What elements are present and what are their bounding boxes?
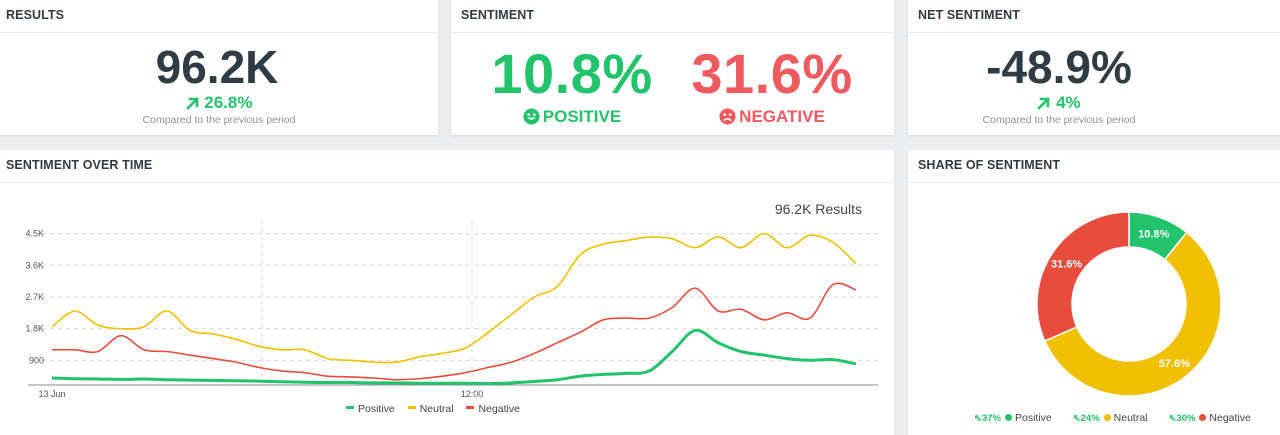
positive-label-row: POSITIVE — [487, 108, 657, 125]
x-tick-label: 12:00 — [461, 389, 484, 399]
sentiment-over-time-title: SENTIMENT OVER TIME — [0, 150, 894, 183]
negative-label-row: NEGATIVE — [687, 108, 857, 125]
net-sentiment-value: -48.9% — [986, 41, 1132, 93]
legend-neutral[interactable]: Neutral — [407, 403, 454, 415]
arrow-up-right-icon — [185, 96, 200, 113]
arrow-up-right-icon — [1037, 96, 1051, 113]
donut-legend-positive-change: 37% — [981, 413, 1001, 424]
results-change: 26.8% — [0, 94, 438, 113]
donut-legend-negative-change: 30% — [1176, 413, 1196, 424]
sentiment-card: SENTIMENT 10.8% POSITIVE 31.6% NEGATIVE — [451, 0, 894, 135]
legend-negative-label: Negative — [478, 403, 520, 415]
arrow-up-left-icon: ⇖ — [1072, 413, 1081, 424]
positive-value: 10.8% — [491, 42, 653, 105]
donut-slice-label: 31.6% — [1051, 258, 1082, 270]
positive-label: POSITIVE — [542, 107, 622, 126]
donut-slice-label: 57.6% — [1159, 358, 1190, 370]
net-sentiment-title: NET SENTIMENT — [908, 0, 1280, 33]
donut-legend: ⇖37% Positive ⇖24% Neutral ⇖30% Negative — [974, 412, 1269, 424]
donut-legend-negative[interactable]: ⇖30% Negative — [1168, 412, 1250, 424]
legend-positive-label: Positive — [358, 403, 395, 415]
line-chart-legend: Positive Neutral Negative — [346, 403, 530, 415]
y-tick-label: 2.7K — [25, 292, 44, 302]
sentiment-donut-chart[interactable]: 10.8% 57.6% 31.6% — [908, 183, 1280, 435]
smile-icon — [523, 107, 543, 126]
positive-block: 10.8% POSITIVE — [487, 42, 657, 126]
total-results-label: 96.2K Results — [774, 201, 862, 217]
x-tick-label: 13 Jun — [38, 389, 65, 399]
donut-slice-neutral[interactable] — [1043, 231, 1222, 397]
donut-legend-neutral[interactable]: ⇖24% Neutral — [1073, 412, 1148, 424]
legend-positive[interactable]: Positive — [346, 403, 395, 415]
results-card: RESULTS 96.2K 26.8% Compared to the prev… — [0, 0, 438, 135]
series-line-positive[interactable] — [51, 328, 857, 386]
legend-neutral-label: Neutral — [419, 403, 454, 415]
y-tick-label: 1.8K — [25, 324, 44, 334]
donut-slice-negative[interactable] — [1036, 211, 1130, 343]
results-value: 96.2K — [155, 41, 279, 93]
arrow-up-left-icon: ⇖ — [974, 413, 982, 424]
share-of-sentiment-card: SHARE OF SENTIMENT 10.8% 57.6% 31.6% ⇖37% P… — [908, 150, 1280, 435]
y-tick-label: 3.6K — [25, 260, 44, 270]
results-change-value: 26.8% — [204, 93, 253, 112]
donut-legend-positive-label: Positive — [1014, 412, 1052, 424]
net-sentiment-change-value: 4% — [1056, 93, 1081, 112]
net-sentiment-compare: Compared to the previous period — [982, 114, 1136, 126]
series-line-neutral[interactable] — [51, 232, 857, 364]
share-of-sentiment-title: SHARE OF SENTIMENT — [908, 150, 1280, 183]
sentiment-line-chart[interactable]: 900 1.8K 2.7K 3.6K 4.5K 13 Jun 12:00 — [0, 183, 894, 435]
sentiment-title: SENTIMENT — [451, 0, 894, 33]
donut-slice-label: 10.8% — [1138, 229, 1169, 241]
net-sentiment-change: 4% — [838, 94, 1280, 113]
donut-legend-neutral-label: Neutral — [1113, 412, 1148, 424]
legend-negative[interactable]: Negative — [466, 403, 520, 415]
series-line-negative[interactable] — [51, 282, 857, 381]
results-title: RESULTS — [0, 0, 438, 33]
donut-legend-negative-label: Negative — [1209, 412, 1251, 424]
donut-legend-positive[interactable]: ⇖37% Positive — [974, 412, 1052, 424]
negative-value: 31.6% — [691, 42, 853, 105]
y-tick-label: 4.5K — [25, 229, 44, 239]
sentiment-over-time-card: SENTIMENT OVER TIME 96.2K Results 900 1.8… — [0, 150, 894, 435]
donut-legend-neutral-change: 24% — [1080, 413, 1100, 424]
frown-icon — [719, 107, 739, 126]
net-sentiment-card: NET SENTIMENT -48.9% 4% Compared to the … — [908, 0, 1280, 135]
results-compare: Compared to the previous period — [142, 114, 296, 126]
negative-label: NEGATIVE — [739, 107, 825, 126]
y-tick-label: 900 — [29, 355, 44, 365]
negative-block: 31.6% NEGATIVE — [687, 42, 857, 126]
arrow-up-left-icon: ⇖ — [1168, 413, 1177, 424]
